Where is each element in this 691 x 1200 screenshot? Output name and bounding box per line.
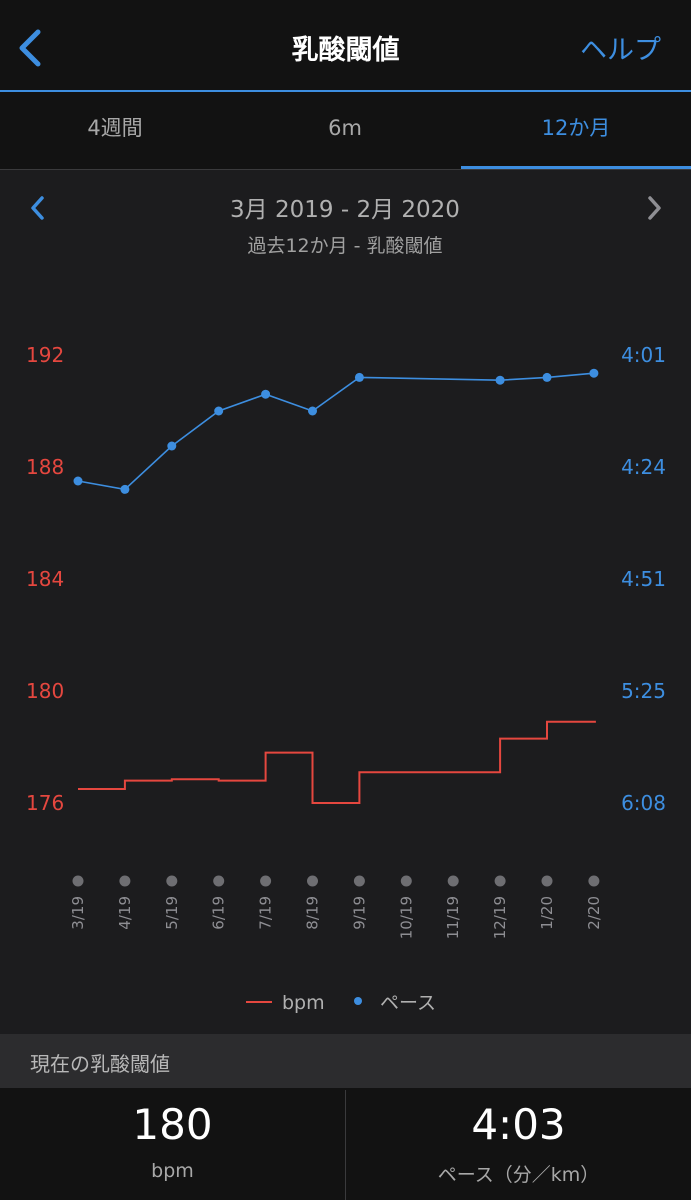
legend-pace-swatch [354, 997, 362, 1005]
legend-bpm-label: bpm [282, 992, 325, 1014]
y-left-tick-label: 184 [26, 567, 64, 591]
bpm-step-line [78, 720, 596, 804]
y-left-tick-label: 188 [26, 455, 64, 479]
x-tick-label: 9/19 [350, 896, 368, 930]
x-tick-label: 7/19 [257, 896, 275, 930]
pace-point[interactable] [120, 484, 130, 494]
y-left-tick-label: 192 [26, 343, 64, 367]
stats-divider [345, 1090, 346, 1200]
pace-point[interactable] [167, 441, 177, 451]
bpm-stat: 180 bpm [0, 1100, 345, 1182]
x-axis-dot [260, 875, 272, 887]
bpm-value: 180 [132, 1100, 213, 1149]
x-axis-dot [213, 875, 225, 887]
x-tick-label: 12/19 [491, 896, 509, 939]
pace-stat: 4:03 ペース（分／km） [346, 1100, 691, 1187]
x-tick-label: 6/19 [210, 896, 228, 930]
pace-point[interactable] [589, 368, 599, 378]
chart-subtitle: 過去12か月 - 乳酸閾値 [247, 235, 442, 257]
pace-value: 4:03 [471, 1100, 566, 1149]
x-tick-label: 5/19 [163, 896, 181, 930]
page-title: 乳酸閾値 [291, 35, 400, 66]
x-axis-dot [494, 875, 506, 887]
pace-point[interactable] [73, 476, 83, 486]
header-divider [0, 90, 691, 92]
period-range-label: 3月 2019 - 2月 2020 [230, 197, 460, 223]
x-axis-dot [166, 875, 178, 887]
pace-point[interactable] [308, 406, 317, 416]
pace-point[interactable] [495, 375, 505, 385]
x-tick-label: 11/19 [444, 896, 462, 939]
x-axis-dot [72, 875, 84, 887]
y-left-tick-label: 176 [26, 791, 64, 815]
x-tick-label: 2/20 [585, 896, 603, 930]
current-threshold-header: 現在の乳酸閾値 [0, 1034, 691, 1088]
x-tick-label: 4/19 [116, 896, 134, 930]
tab-12months[interactable]: 12か月 [541, 116, 611, 140]
y-right-tick-label: 6:08 [621, 791, 666, 815]
period-tabs: 4週間 6m 12か月 [0, 92, 691, 169]
x-axis-dot [588, 875, 600, 887]
x-axis-dot [353, 875, 365, 887]
x-axis-dot [541, 875, 553, 887]
prev-period-button[interactable] [20, 190, 60, 226]
next-period-button[interactable] [632, 190, 672, 226]
x-axis-dot [119, 875, 131, 887]
help-link[interactable]: ヘルプ [580, 35, 661, 66]
lactate-threshold-chart: 3月 2019 - 2月 2020 過去12か月 - 乳酸閾値 192 188 18… [20, 190, 672, 1014]
chart-legend: bpm ペース [246, 992, 436, 1014]
pace-point[interactable] [542, 372, 552, 382]
y-left-tick-label: 180 [26, 679, 64, 703]
x-tick-label: 3/19 [69, 896, 87, 930]
pace-point[interactable] [261, 389, 271, 399]
x-tick-label: 10/19 [397, 896, 415, 939]
legend-pace-label: ペース [380, 992, 436, 1014]
app-header: 乳酸閾値 ヘルプ [0, 0, 691, 90]
active-tab-indicator [461, 166, 691, 169]
bpm-unit: bpm [151, 1160, 194, 1182]
x-tick-label: 8/19 [304, 896, 322, 930]
y-right-tick-label: 4:01 [621, 343, 666, 367]
y-right-tick-label: 5:25 [621, 679, 666, 703]
y-right-tick-label: 4:24 [621, 455, 666, 479]
chevron-left-icon [31, 196, 44, 220]
tab-6m[interactable]: 6m [328, 116, 362, 140]
x-axis-dot [400, 875, 412, 887]
y-right-tick-label: 4:51 [621, 567, 666, 591]
x-axis-dot [307, 875, 318, 887]
pace-point[interactable] [354, 372, 364, 382]
current-threshold-label: 現在の乳酸閾値 [30, 1052, 170, 1076]
pace-line [77, 372, 594, 491]
chevron-right-icon [648, 196, 661, 220]
x-axis-dot [447, 875, 459, 887]
back-button[interactable] [8, 18, 56, 74]
tabs-divider [0, 169, 691, 170]
pace-point[interactable] [214, 406, 224, 416]
pace-unit: ペース（分／km） [437, 1164, 600, 1186]
tab-4weeks[interactable]: 4週間 [87, 116, 143, 140]
x-tick-label: 1/20 [538, 896, 556, 930]
chevron-left-icon [19, 29, 41, 67]
